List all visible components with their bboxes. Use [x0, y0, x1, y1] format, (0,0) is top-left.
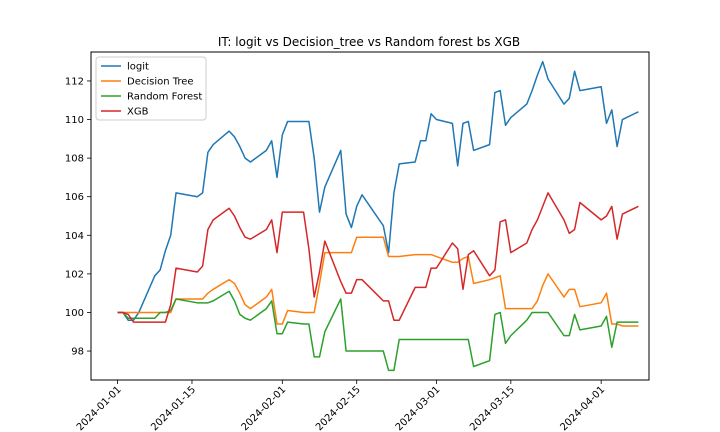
legend-label: XGB: [127, 107, 149, 118]
legend-label: Decision Tree: [127, 77, 194, 88]
y-tick-label: 100: [65, 308, 84, 319]
legend-box: [95, 56, 207, 121]
legend-label: logit: [127, 62, 149, 73]
y-tick-label: 102: [65, 269, 84, 280]
series-line-logit: [117, 60, 639, 321]
y-tick-label: 112: [65, 76, 84, 87]
series-line-random-forest: [117, 290, 639, 372]
legend-label: Random Forest: [127, 92, 202, 103]
x-tick-label: 2024-03-15: [468, 384, 517, 432]
legend: logit Decision Tree Random Forest XGB: [95, 56, 207, 121]
y-tick-label: 108: [65, 154, 84, 165]
x-tick-label: 2024-01-15: [149, 384, 198, 432]
series-line-decision-tree: [117, 236, 639, 327]
chart-title: IT: logit vs Decision_tree vs Random for…: [218, 35, 520, 49]
x-tick-label: 2024-03-01: [394, 384, 443, 432]
x-axis: 2024-01-01 2024-01-15 2024-02-01 2024-02-15…: [75, 380, 607, 432]
x-tick-label: 2024-04-01: [558, 384, 607, 432]
x-tick-label: 2024-02-15: [314, 384, 363, 432]
y-tick-label: 106: [65, 192, 84, 203]
y-axis: 98 100 102 104 106 108 110 112: [65, 76, 91, 358]
y-tick-label: 104: [65, 231, 84, 242]
x-tick-label: 2024-02-01: [240, 384, 289, 432]
y-tick-label: 110: [65, 115, 84, 126]
series-line-xgb: [117, 192, 639, 323]
y-tick-label: 98: [71, 347, 84, 358]
plot-frame: [90, 51, 650, 381]
x-tick-label: 2024-01-01: [75, 384, 124, 432]
plot-lines: [117, 60, 639, 372]
